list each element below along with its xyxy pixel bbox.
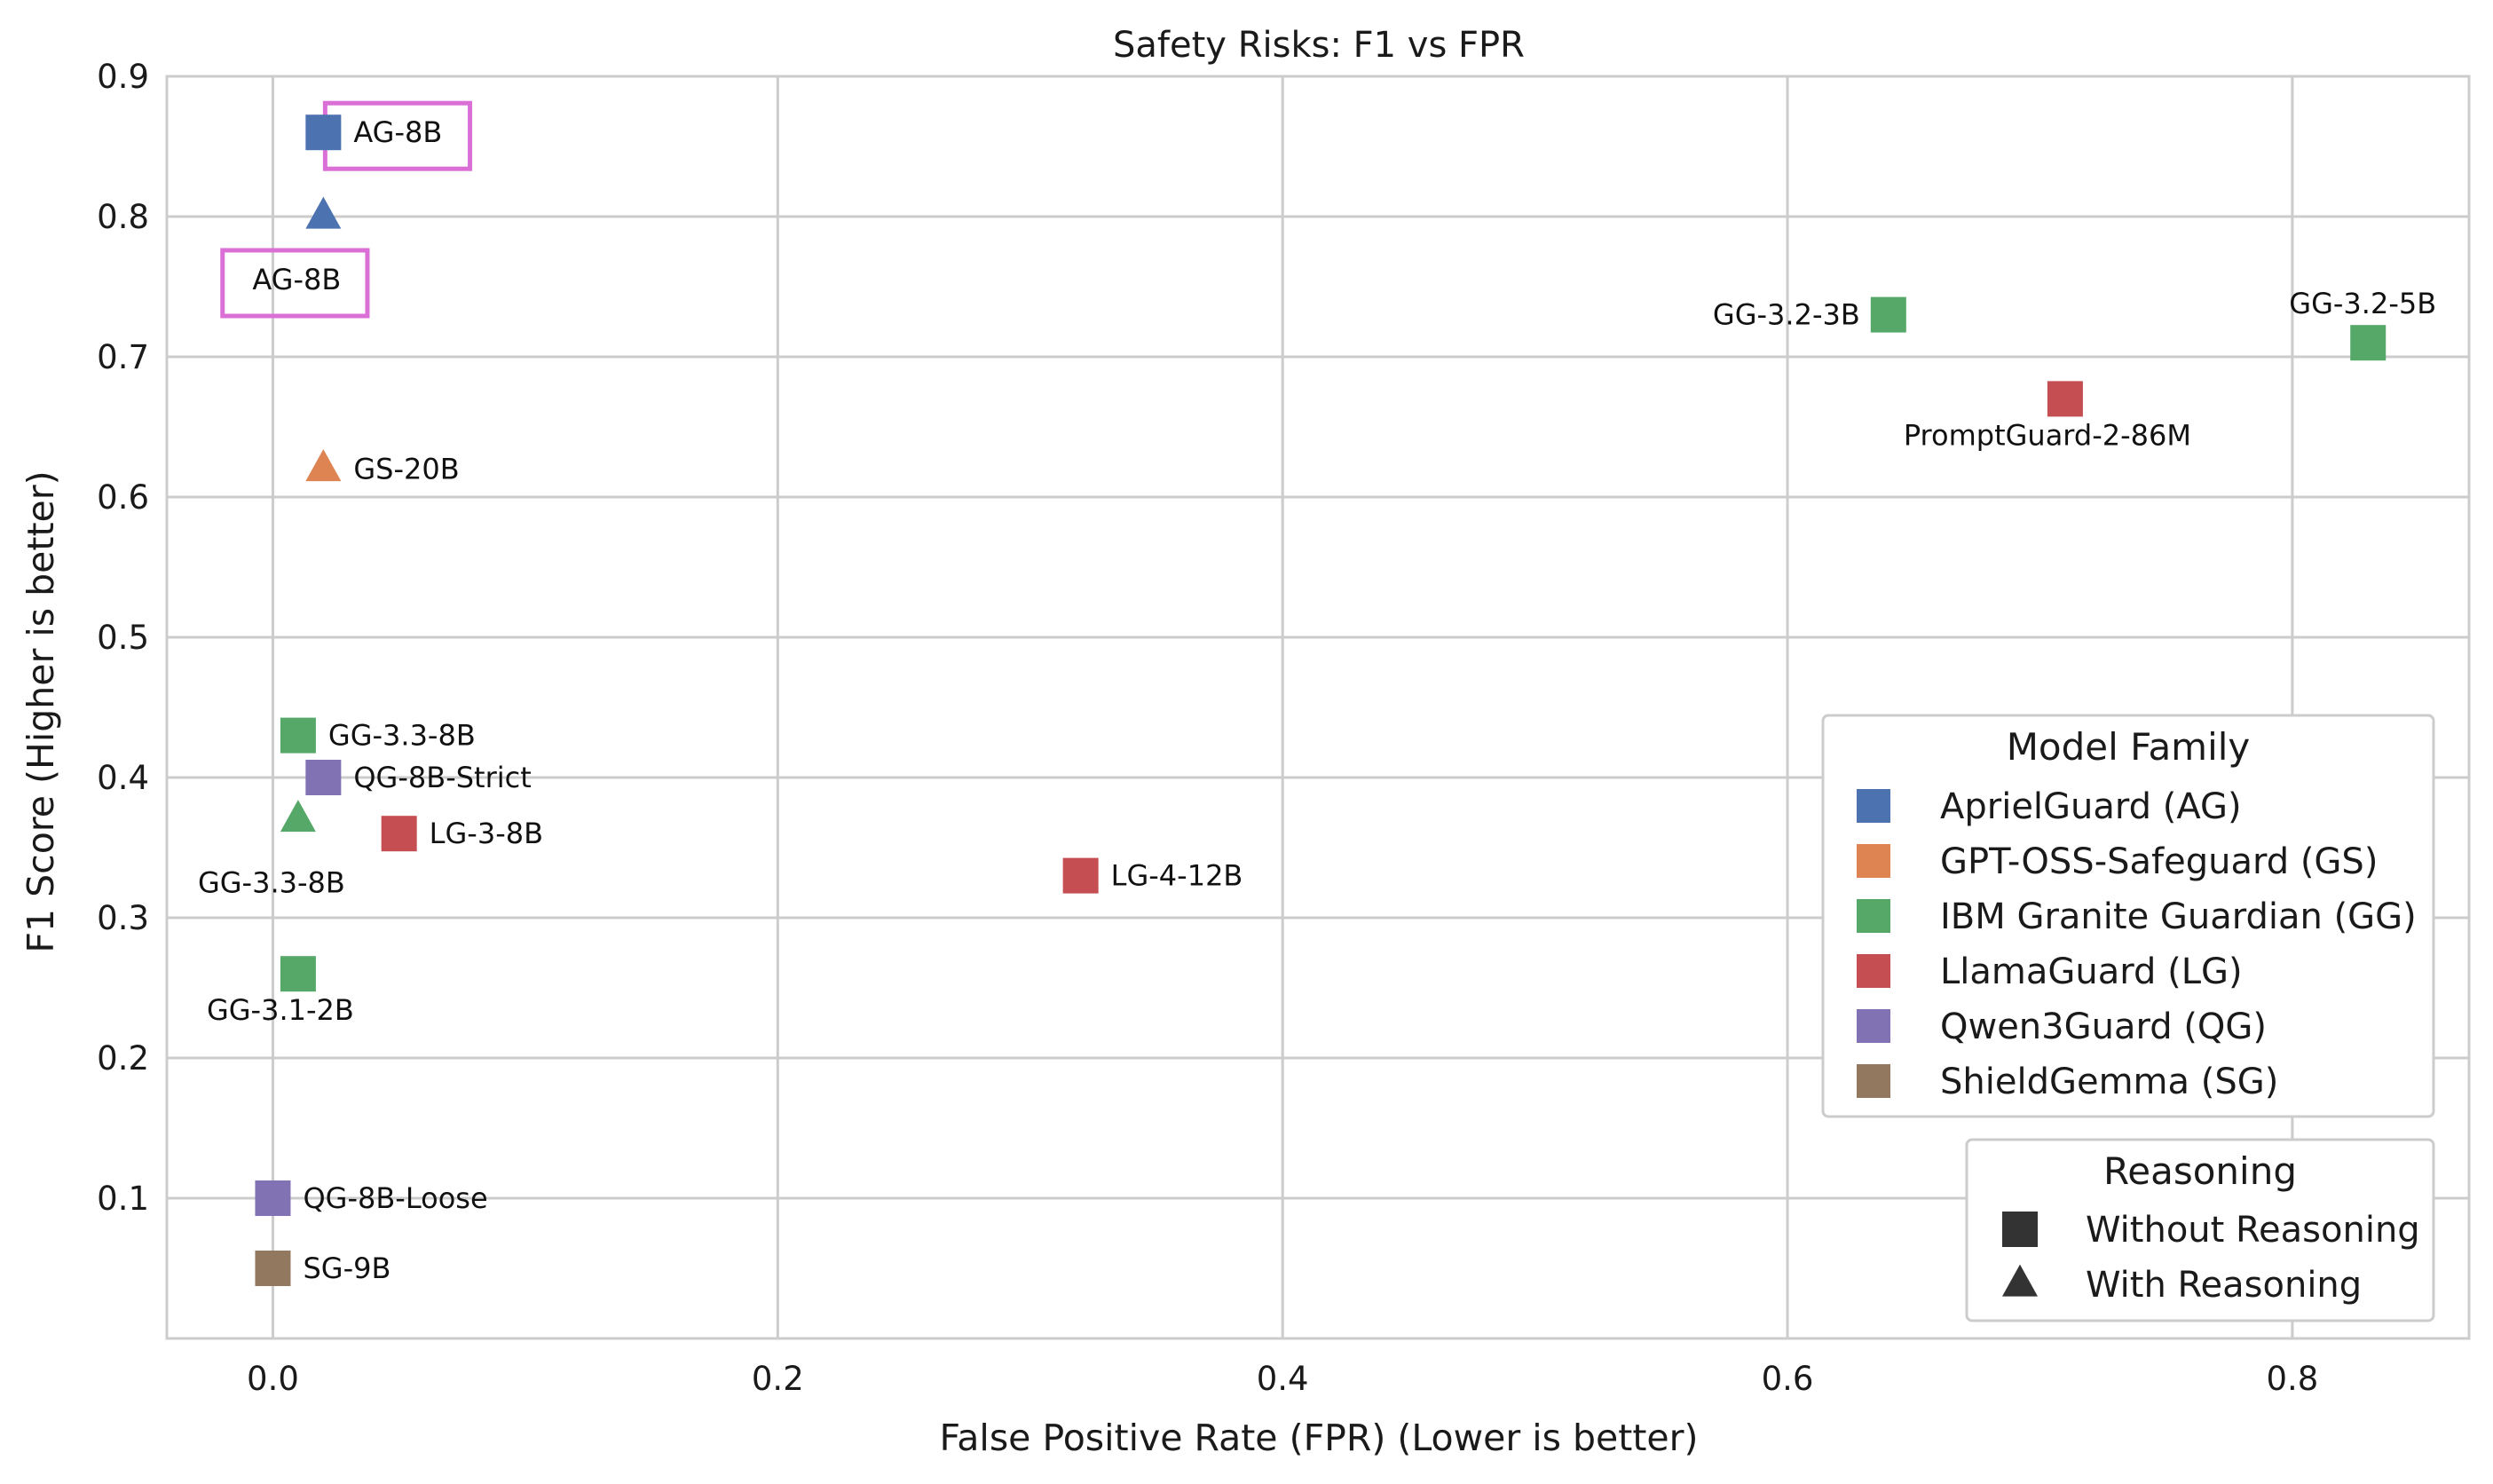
- legend-model-family-title: Model Family: [2007, 725, 2251, 769]
- data-point-square: [305, 114, 342, 151]
- legend-swatch: [1857, 844, 1890, 878]
- x-tick-label: 0.8: [2266, 1360, 2318, 1398]
- legend-swatch: [1857, 899, 1890, 933]
- point-labels: AG-8B AG-8B GS-20B GG-3.3-8B GG-3.3-8B GG-3.1…: [198, 115, 2436, 1285]
- point-label: PromptGuard-2-86M: [1904, 418, 2191, 452]
- chart-title: Safety Risks: F1 vs FPR: [1113, 25, 1525, 66]
- y-tick-label: 0.4: [97, 759, 149, 797]
- y-tick-label: 0.2: [97, 1039, 149, 1077]
- data-point-square: [1870, 296, 1906, 333]
- legend-triangle-marker: [2002, 1264, 2038, 1297]
- point-label: AG-8B: [353, 115, 442, 149]
- x-tick-label: 0.4: [1257, 1360, 1309, 1398]
- legend-reasoning-box: [1965, 1138, 2435, 1322]
- point-label: GG-3.3-8B: [328, 719, 476, 753]
- legend-swatch: [1857, 1064, 1890, 1098]
- legend-label: GPT-OSS-Safeguard (GS): [1940, 841, 2378, 882]
- x-axis-label: False Positive Rate (FPR) (Lower is bett…: [939, 1417, 1698, 1459]
- y-tick-label: 0.8: [97, 198, 149, 236]
- point-label: LG-4-12B: [1111, 859, 1243, 893]
- y-tick-label: 0.9: [97, 58, 149, 96]
- point-label: QG-8B-Loose: [303, 1181, 487, 1215]
- data-point-square: [1062, 857, 1099, 894]
- data-point-square: [305, 760, 342, 795]
- point-label: GG-3.3-8B: [198, 865, 345, 899]
- x-tick-label: 0.2: [752, 1360, 804, 1398]
- plot-frame: [165, 75, 2471, 1340]
- y-tick-label: 0.6: [97, 478, 149, 517]
- data-point-triangle: [280, 800, 316, 833]
- data-points: [255, 114, 2386, 1286]
- legend-model-family-box: [1821, 714, 2435, 1118]
- point-label: AG-8B: [252, 263, 341, 296]
- point-label: GG-3.2-3B: [1713, 298, 1860, 332]
- x-tick-labels: 0.0 0.2 0.4 0.6 0.8: [247, 1360, 2318, 1398]
- legend-label: Without Reasoning: [2086, 1210, 2420, 1251]
- point-label: LG-3-8B: [430, 817, 543, 850]
- legend-label: Qwen3Guard (QG): [1940, 1006, 2267, 1047]
- y-tick-label: 0.3: [97, 899, 149, 937]
- legend-square-marker: [2002, 1212, 2038, 1247]
- legend-label: With Reasoning: [2086, 1265, 2362, 1306]
- legend-model-family-items: AprielGuard (AG) GPT-OSS-Safeguard (GS) IB…: [1857, 786, 2417, 1102]
- legend-label: LlamaGuard (LG): [1940, 951, 2243, 992]
- data-point-triangle: [305, 449, 342, 482]
- y-tick-label: 0.7: [97, 338, 149, 376]
- point-label: GG-3.2-5B: [2289, 287, 2436, 320]
- point-label: GS-20B: [353, 452, 459, 485]
- legend-label: ShieldGemma (SG): [1940, 1062, 2278, 1102]
- data-point-square: [2047, 381, 2083, 417]
- legend-reasoning-title: Reasoning: [2103, 1149, 2297, 1193]
- legend-swatch: [1857, 789, 1890, 823]
- data-point-square: [280, 717, 316, 754]
- point-label: QG-8B-Strict: [353, 761, 531, 794]
- highlight-box: [220, 248, 370, 319]
- data-point-square: [280, 956, 316, 992]
- data-point-square: [255, 1180, 291, 1216]
- data-point-triangle: [305, 196, 342, 229]
- legend-reasoning-items: Without Reasoning With Reasoning: [2002, 1210, 2420, 1306]
- legend-reasoning: Reasoning Without Reasoning With Reasonin…: [1965, 1138, 2435, 1322]
- x-tick-label: 0.0: [247, 1360, 299, 1398]
- y-axis-label: F1 Score (Higher is better): [20, 470, 62, 952]
- data-point-square: [255, 1251, 291, 1286]
- legend-model-family: Model Family AprielGuard (AG) GPT-OSS-Saf…: [1821, 714, 2435, 1118]
- point-label: GG-3.1-2B: [207, 993, 354, 1027]
- legend-label: AprielGuard (AG): [1940, 786, 2242, 827]
- legend-label: IBM Granite Guardian (GG): [1940, 896, 2417, 937]
- point-label: SG-9B: [303, 1251, 391, 1285]
- x-tick-label: 0.6: [1762, 1360, 1814, 1398]
- legend-swatch: [1857, 1009, 1890, 1043]
- legend-swatch: [1857, 954, 1890, 988]
- y-tick-label: 0.5: [97, 619, 149, 657]
- data-point-square: [2350, 325, 2386, 361]
- y-tick-label: 0.1: [97, 1180, 149, 1218]
- y-tick-labels: 0.1 0.2 0.3 0.4 0.5 0.6 0.7 0.8 0.9: [97, 58, 149, 1218]
- data-point-square: [381, 816, 417, 852]
